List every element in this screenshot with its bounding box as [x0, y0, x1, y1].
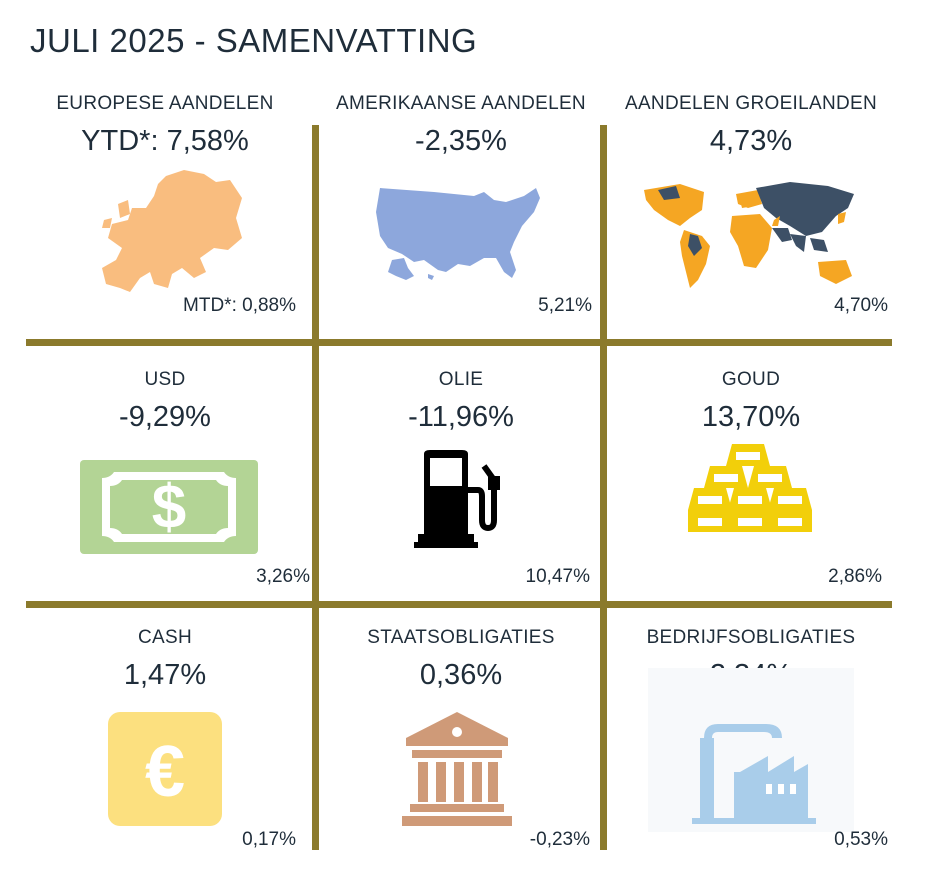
tile-government-bonds: STAATSOBLIGATIES 0,36% -0,23% — [316, 624, 606, 874]
tile-label: EUROPESE AANDELEN — [56, 93, 274, 114]
ytd-value: 4,73% — [709, 125, 793, 157]
ytd-value: -2,35% — [415, 125, 507, 157]
mtd-value: 0,53% — [834, 829, 888, 850]
ytd-value: 0,36% — [419, 659, 503, 691]
tile-label: AANDELEN GROEILANDEN — [624, 93, 877, 114]
ytd-value: 13,70% — [701, 401, 801, 433]
tile-corporate-bonds: BEDRIJFSOBLIGATIES 2,34% 0,53% — [606, 624, 896, 874]
factory-icon — [648, 668, 854, 832]
tile-usd: USD -9,29% $ 3,26% — [20, 366, 310, 616]
mtd-value: 0,17% — [242, 829, 296, 850]
tile-oil: OLIE -11,96% 10,47% — [316, 366, 606, 616]
usa-map-icon — [374, 182, 546, 286]
grid-divider-horizontal-top — [26, 339, 892, 346]
ytd-value: -9,29% — [119, 401, 211, 433]
gold-bars-icon — [688, 444, 814, 534]
svg-text:$: $ — [152, 473, 186, 542]
tile-label: OLIE — [438, 369, 484, 390]
tile-label: USD — [144, 369, 186, 390]
world-map-icon — [640, 176, 862, 302]
tile-label: GOUD — [721, 369, 781, 390]
tile-emerging-equities: AANDELEN GROEILANDEN 4,73% 4,70% — [606, 90, 896, 340]
grid-divider-vertical-right — [600, 125, 607, 850]
ytd-value: 1,47% — [123, 659, 207, 691]
ytd-value: -11,96% — [408, 401, 514, 433]
dollar-bill-icon: $ — [80, 460, 258, 554]
svg-text:€: € — [145, 732, 185, 812]
tile-label: AMERIKAANSE AANDELEN — [336, 93, 586, 114]
tile-label: CASH — [138, 627, 192, 648]
tile-american-equities: AMERIKAANSE AANDELEN -2,35% 5,21% — [316, 90, 606, 340]
grid-divider-horizontal-bottom — [26, 601, 892, 608]
government-building-icon — [402, 712, 512, 826]
tile-european-equities: EUROPESE AANDELEN YTD*: 7,58% MTD*: 0,88… — [20, 90, 310, 340]
mtd-value: 5,21% — [538, 295, 592, 316]
tile-label: STAATSOBLIGATIES — [367, 627, 555, 648]
mtd-value: 3,26% — [256, 566, 310, 587]
fuel-pump-icon — [414, 450, 506, 548]
tile-cash: CASH 1,47% € 0,17% — [20, 624, 310, 874]
mtd-value: 10,47% — [525, 566, 590, 587]
page-title: JULI 2025 - SAMENVATTING — [30, 22, 478, 59]
mtd-value: 2,86% — [828, 566, 882, 587]
ytd-value: YTD*: 7,58% — [81, 125, 249, 157]
mtd-value: MTD*: 0,88% — [183, 295, 296, 316]
tile-gold: GOUD 13,70% — [606, 366, 896, 616]
grid-divider-vertical-left — [312, 125, 319, 850]
europe-map-icon — [96, 168, 246, 296]
mtd-value: -0,23% — [529, 829, 590, 850]
tile-label: BEDRIJFSOBLIGATIES — [646, 627, 856, 648]
mtd-value: 4,70% — [834, 295, 888, 316]
euro-icon: € — [108, 712, 222, 826]
